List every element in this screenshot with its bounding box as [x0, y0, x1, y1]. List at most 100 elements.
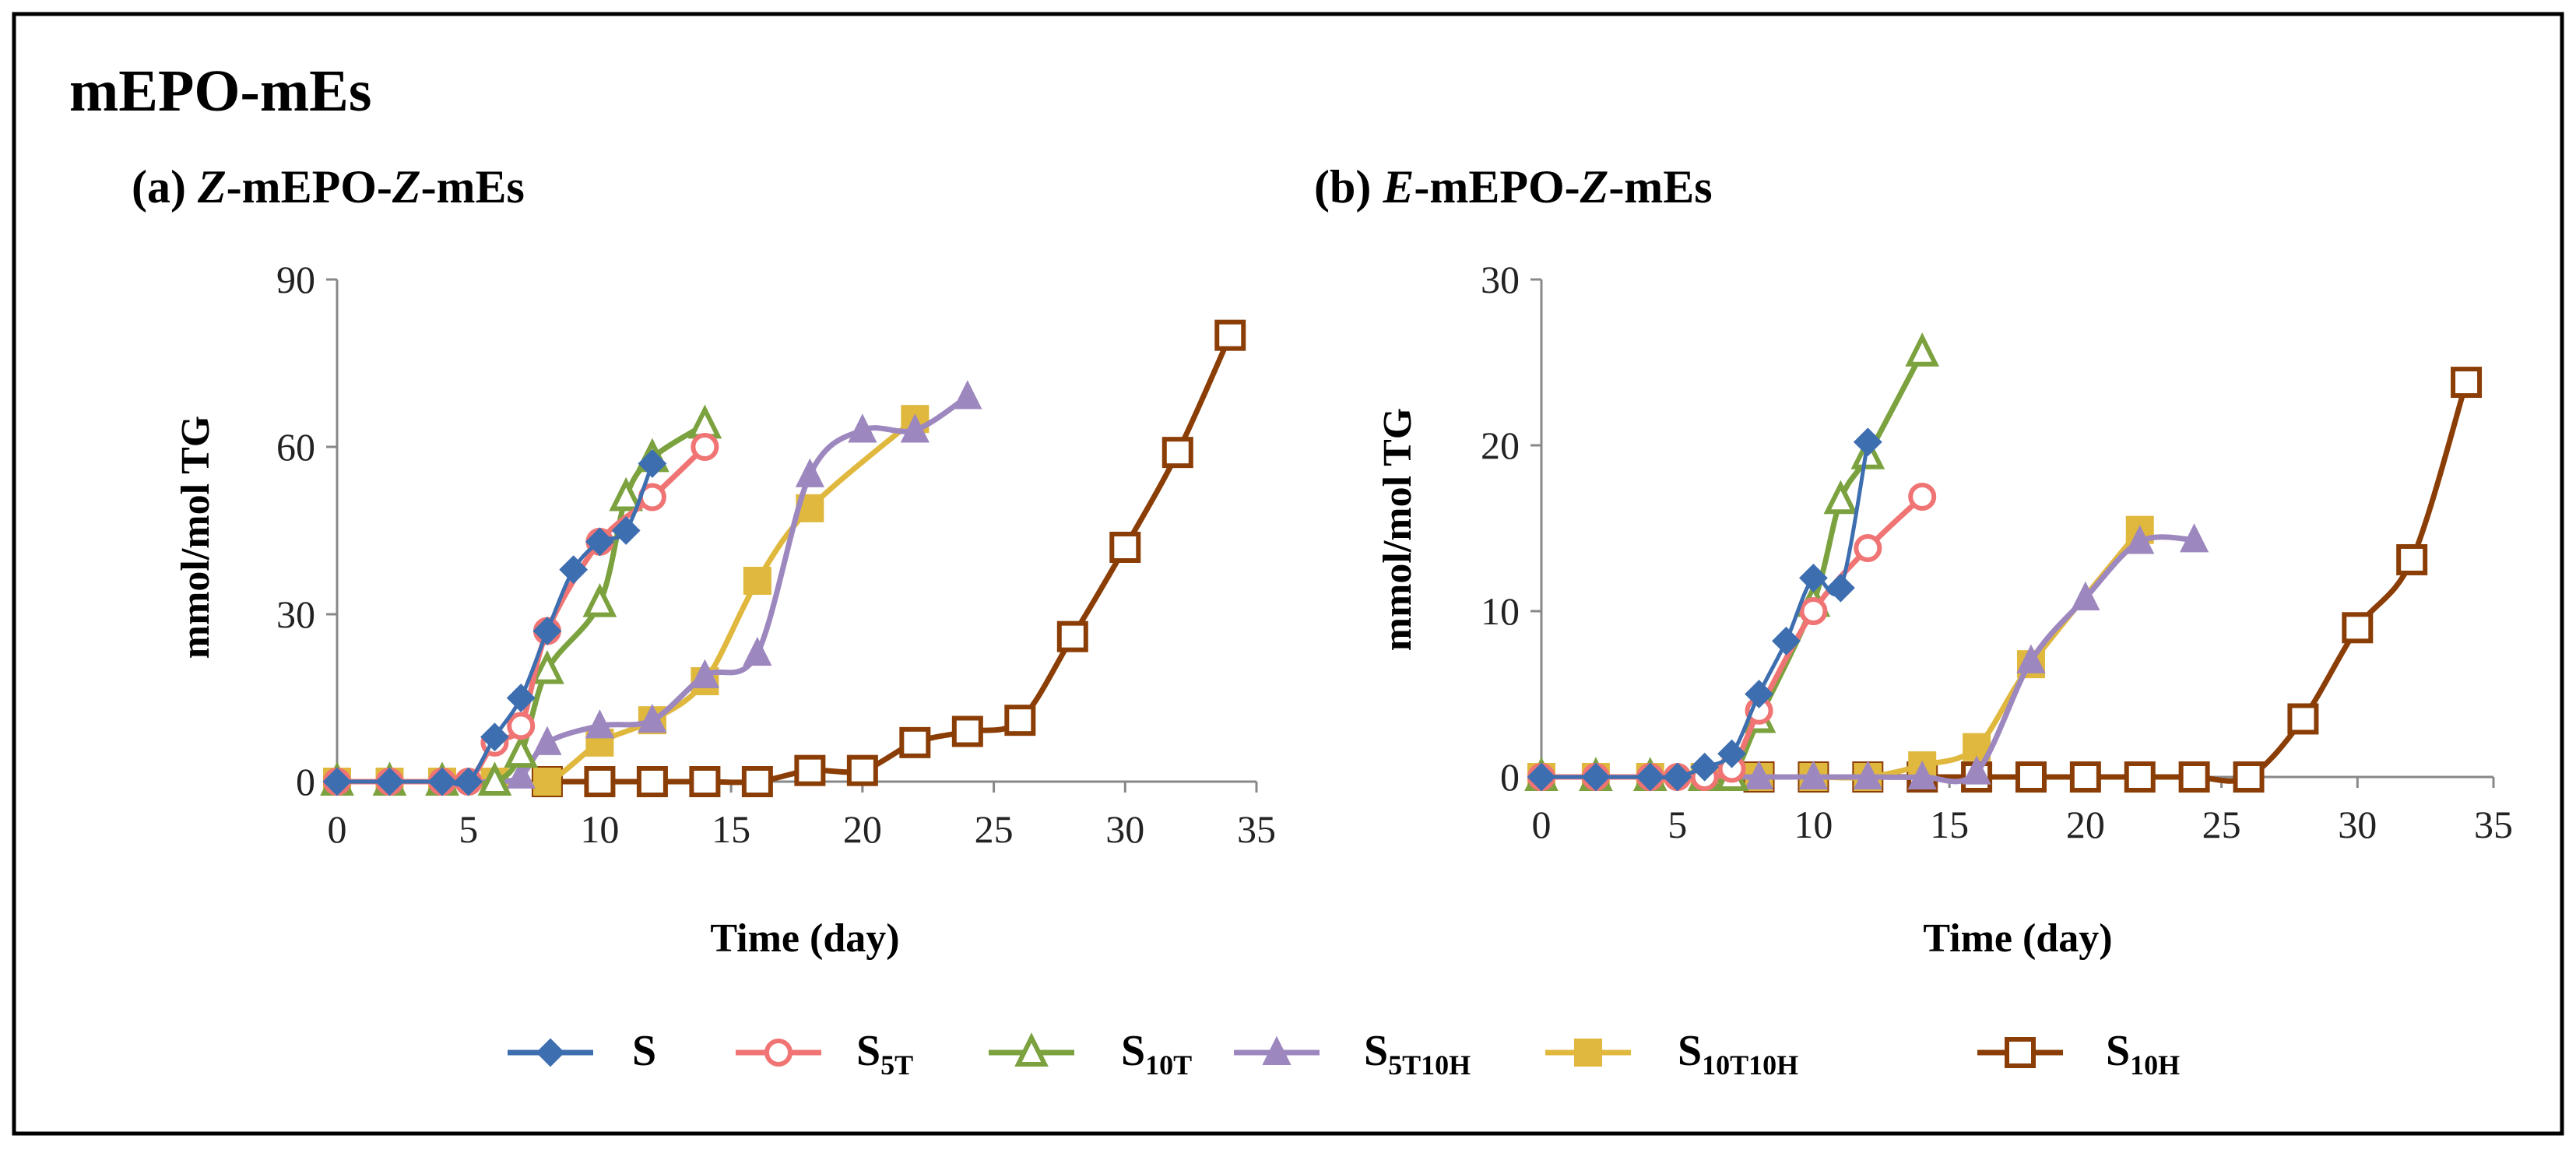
data-point [638, 703, 667, 733]
data-point [1636, 762, 1665, 792]
data-point [899, 726, 931, 758]
data-point [1744, 760, 1774, 789]
data-point [1581, 762, 1611, 792]
y-tick-label: 0 [1500, 755, 1520, 799]
x-tick-label: 15 [712, 807, 750, 851]
data-point [638, 449, 667, 478]
data-point [794, 754, 826, 786]
data-point [1161, 437, 1193, 469]
legend-marker [1014, 1032, 1049, 1067]
legend-item-s10t10h: S10T10H [1545, 1027, 1798, 1081]
data-point [532, 617, 562, 645]
data-point [1745, 680, 1773, 708]
data-point [584, 766, 616, 797]
data-point [1004, 705, 1036, 736]
data-point [1799, 597, 1828, 625]
legend-item-s5t10h: S5T10H [1234, 1027, 1471, 1081]
data-point [1853, 760, 1882, 789]
data-point [1854, 534, 1882, 563]
panel-a: (a) Z-mEPO-Z-mEs mmol/mol TG Time (day) … [132, 161, 1276, 961]
data-point [1690, 752, 1720, 782]
svg-text:S10H: S10H [2106, 1027, 2180, 1081]
data-point [2069, 761, 2101, 793]
data-point [1799, 563, 1828, 592]
data-point [2287, 703, 2319, 735]
data-point [532, 768, 561, 796]
data-point [506, 759, 536, 789]
data-point [1109, 532, 1141, 563]
x-tick-label: 30 [1105, 807, 1144, 851]
data-point [477, 761, 512, 796]
data-point [1826, 573, 1855, 603]
x-tick-label: 10 [580, 807, 619, 851]
data-point [636, 766, 668, 797]
y-tick-label: 30 [276, 592, 315, 636]
panel-b: (b) E-mEPO-Z-mEs mmol/mol TG Time (day) … [1314, 161, 2513, 961]
svg-text:S10T: S10T [1121, 1027, 1192, 1081]
x-tick-label: 35 [2474, 803, 2513, 846]
data-point [1056, 620, 1088, 652]
figure-border [12, 12, 2564, 1136]
data-point [559, 555, 589, 585]
x-tick-label: 0 [328, 807, 347, 851]
data-point [611, 516, 641, 545]
data-point [2451, 367, 2483, 399]
legend-item-s10h: S10H [1977, 1027, 2180, 1081]
x-tick-label: 20 [2066, 803, 2105, 846]
panel-a-xlabel: Time (day) [710, 916, 899, 961]
figure-title: mEPO-mEs [69, 58, 371, 124]
x-tick-label: 5 [459, 807, 478, 851]
data-point [1798, 760, 1829, 789]
data-point [2342, 612, 2374, 644]
data-point [480, 722, 509, 752]
data-point [1527, 762, 1556, 792]
data-point [375, 767, 404, 796]
data-point [507, 712, 536, 740]
data-point [1823, 480, 1858, 515]
data-point [609, 476, 644, 511]
data-point [1663, 762, 1692, 792]
data-point [585, 527, 614, 557]
data-point [951, 715, 983, 747]
data-point [530, 649, 564, 684]
data-point [691, 433, 719, 461]
x-tick-label: 30 [2338, 803, 2377, 846]
panel-a-ylabel: mmol/mol TG [174, 416, 218, 659]
data-point [1772, 626, 1801, 656]
x-tick-label: 25 [2202, 803, 2241, 846]
data-point [2396, 543, 2428, 575]
data-point [427, 767, 457, 796]
legend-item-s5t: S5T [736, 1027, 913, 1081]
legend-marker [764, 1039, 792, 1067]
data-point [1962, 755, 1991, 785]
data-point [1853, 427, 1882, 457]
panel-b-title: (b) E-mEPO-Z-mEs [1314, 161, 1713, 213]
svg-text:S5T10H: S5T10H [1364, 1027, 1471, 1081]
panel-b-ylabel: mmol/mol TG [1376, 408, 1420, 651]
x-tick-label: 20 [843, 807, 882, 851]
data-point [532, 726, 562, 755]
panel-b-plot: 0 10 20 30 0 5 10 15 20 25 30 35 [1481, 258, 2513, 846]
panel-a-plot: 0 30 60 90 0 5 10 15 20 25 30 35 [276, 258, 1276, 851]
data-point [743, 567, 771, 595]
svg-text:S10T10H: S10T10H [1678, 1027, 1798, 1081]
data-point [2233, 761, 2265, 793]
data-point [848, 413, 877, 443]
data-point [795, 458, 824, 487]
data-point [1214, 319, 1246, 351]
panel-a-title: (a) Z-mEPO-Z-mEs [132, 161, 525, 213]
legend-marker [1574, 1039, 1602, 1067]
data-point [322, 767, 352, 796]
data-point [690, 659, 720, 688]
data-point [1908, 483, 1937, 511]
data-point [689, 766, 721, 797]
x-tick-label: 25 [975, 807, 1014, 851]
x-tick-label: 35 [1237, 807, 1276, 851]
x-tick-label: 0 [1532, 803, 1552, 846]
data-point [2180, 523, 2209, 553]
data-point [2016, 644, 2046, 673]
data-point [582, 582, 617, 617]
data-point [953, 380, 982, 410]
data-point [1717, 739, 1747, 768]
